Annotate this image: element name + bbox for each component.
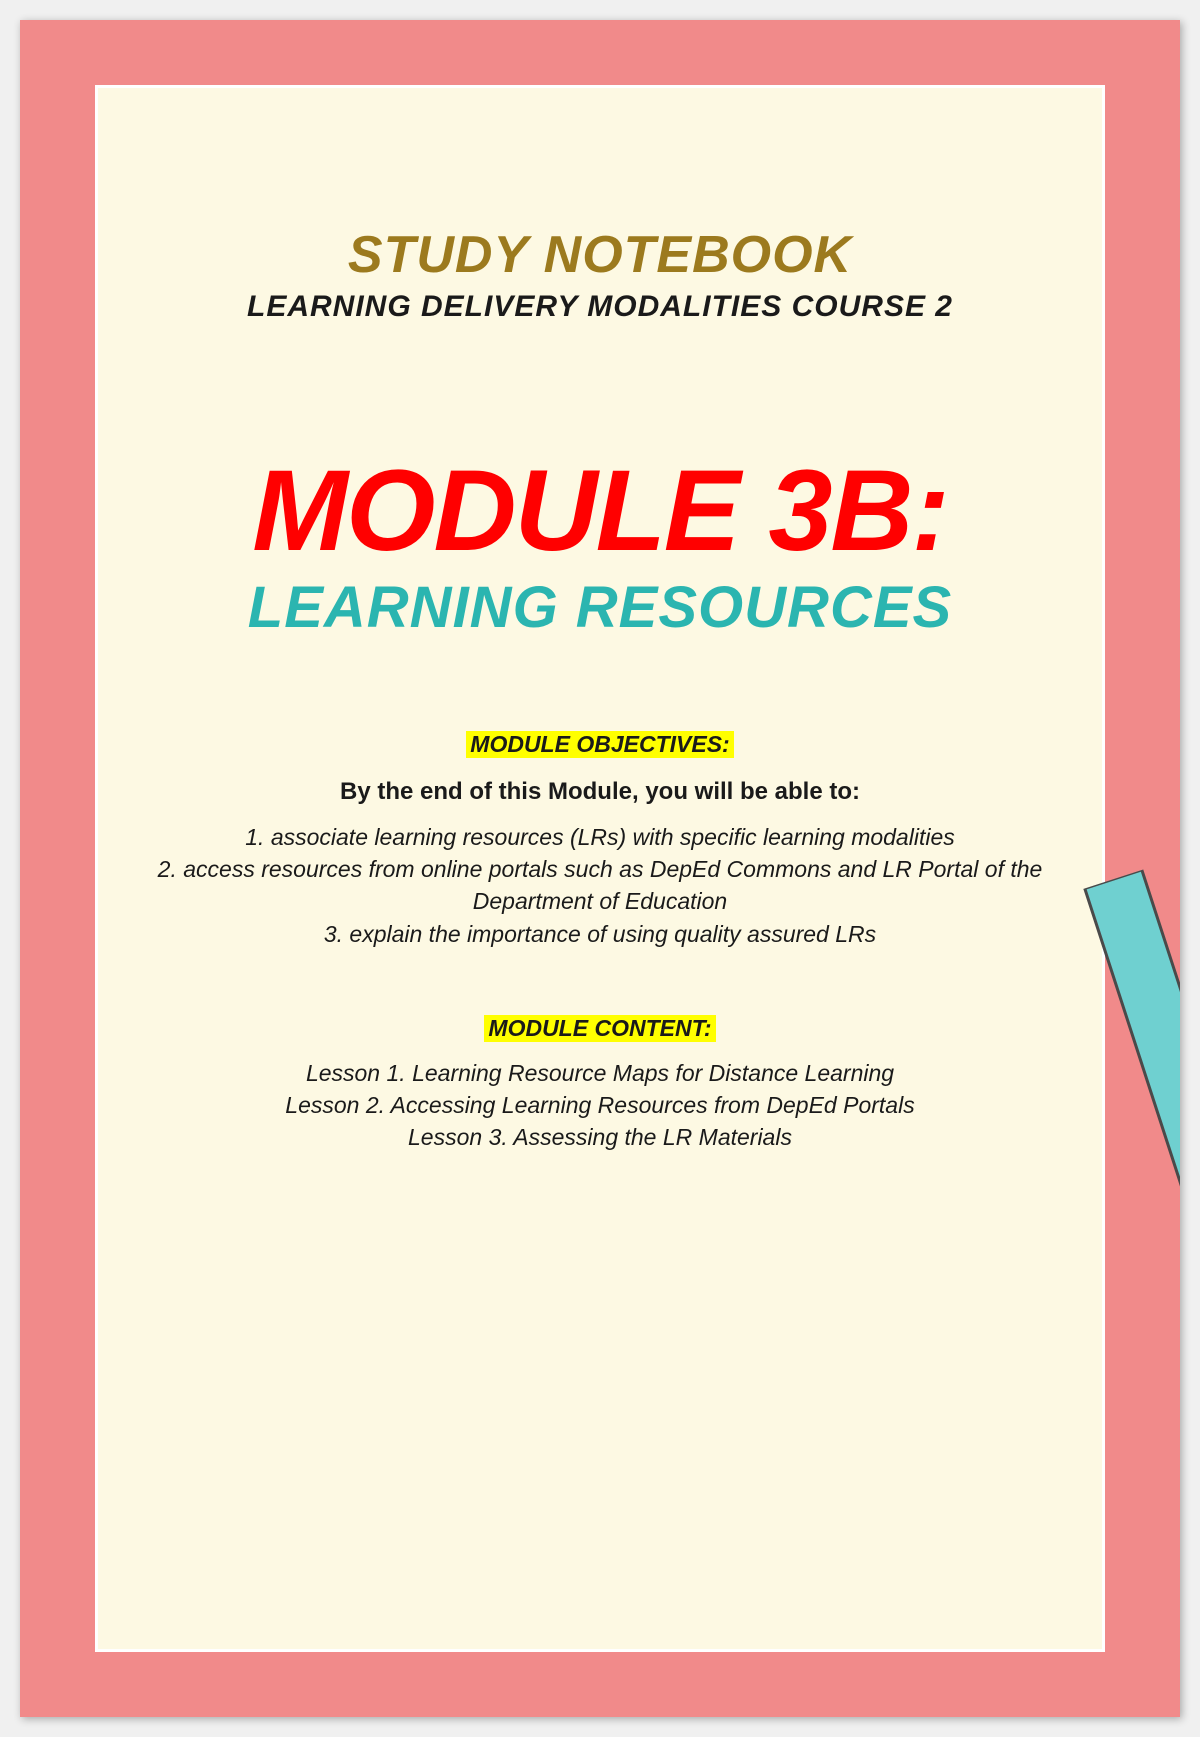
objective-item: 1. associate learning resources (LRs) wi… [135,821,1065,853]
module-subtitle: LEARNING RESOURCES [135,574,1065,641]
content-area: STUDY NOTEBOOK LEARNING DELIVERY MODALIT… [95,85,1105,1652]
content-header: MODULE CONTENT: [484,1015,715,1042]
document-page: STUDY NOTEBOOK LEARNING DELIVERY MODALIT… [20,20,1180,1717]
objectives-intro: By the end of this Module, you will be a… [135,778,1065,806]
lessons-list: Lesson 1. Learning Resource Maps for Dis… [135,1057,1065,1154]
objectives-list: 1. associate learning resources (LRs) wi… [135,821,1065,950]
module-title: MODULE 3B: [135,454,1065,569]
lesson-item: Lesson 2. Accessing Learning Resources f… [135,1089,1065,1121]
lesson-item: Lesson 1. Learning Resource Maps for Dis… [135,1057,1065,1089]
objective-item: 3. explain the importance of using quali… [135,918,1065,950]
course-subtitle: LEARNING DELIVERY MODALITIES COURSE 2 [135,290,1065,324]
objectives-header: MODULE OBJECTIVES: [466,731,733,758]
objective-item: 2. access resources from online portals … [135,853,1065,917]
study-notebook-title: STUDY NOTEBOOK [135,225,1065,285]
lesson-item: Lesson 3. Assessing the LR Materials [135,1121,1065,1153]
